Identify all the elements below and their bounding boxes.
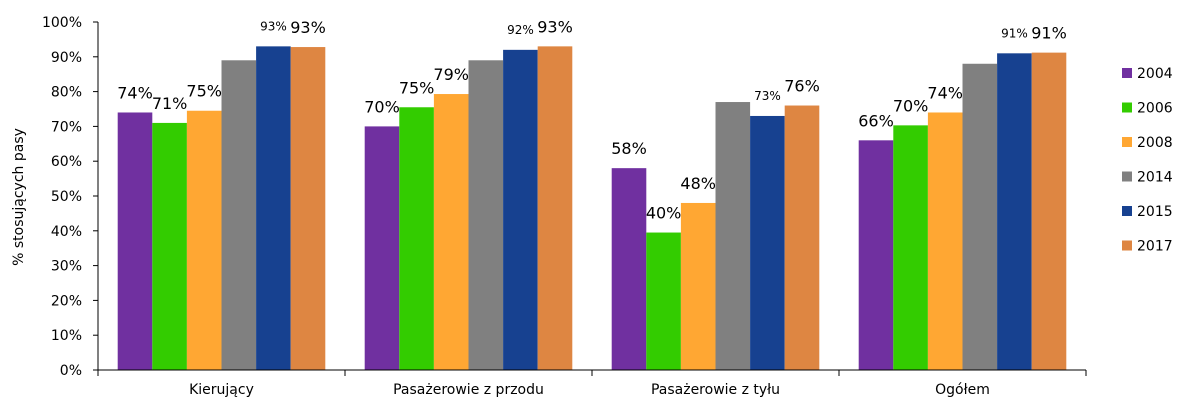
bar — [611, 168, 647, 370]
data-label: 48% — [680, 174, 716, 193]
bar — [399, 107, 434, 370]
data-labels: 74%70%58%66%71%75%40%70%75%79%48%74%93% 9… — [117, 17, 1067, 222]
y-tick-label: 0% — [60, 363, 82, 379]
bar — [1031, 52, 1067, 371]
legend-swatch — [1122, 68, 1132, 78]
data-label: 75% — [399, 78, 435, 97]
bar — [680, 202, 716, 370]
y-tick-label: 70% — [51, 119, 82, 135]
data-label: 93% — [260, 19, 287, 33]
legend-swatch — [1122, 171, 1132, 182]
bar — [927, 112, 963, 370]
data-label: 74% — [927, 83, 963, 102]
x-tick-label: Pasażerowie z przodu — [393, 382, 544, 398]
y-tick-label: 80% — [51, 85, 82, 101]
data-label: 76% — [784, 77, 820, 96]
legend-label: 2006 — [1137, 101, 1173, 117]
bar — [646, 232, 681, 370]
y-tick-label: 10% — [51, 328, 82, 344]
bar — [186, 110, 222, 371]
data-label: 91% — [1031, 24, 1067, 43]
legend-label: 2015 — [1137, 204, 1173, 220]
data-label: 93% — [537, 17, 573, 36]
y-axis-title: % stosujących pasy — [11, 128, 27, 266]
x-tick-label: Kierujący — [189, 382, 254, 398]
bar — [221, 60, 257, 370]
bar — [503, 49, 538, 371]
bar — [364, 126, 400, 371]
bar — [750, 115, 785, 371]
bar — [152, 122, 187, 370]
data-label: 74% — [117, 83, 153, 102]
data-label: 79% — [433, 65, 469, 84]
y-tick-label: 30% — [51, 259, 82, 275]
legend-swatch — [1122, 206, 1132, 216]
bar — [290, 47, 326, 370]
bar — [468, 60, 504, 370]
data-label: 93% — [290, 18, 326, 37]
legend-swatch — [1122, 240, 1132, 251]
data-label: 71% — [152, 94, 188, 113]
data-label: 92% — [507, 23, 534, 37]
bar — [715, 102, 751, 370]
data-label: 40% — [646, 204, 682, 223]
legend-label: 2004 — [1137, 66, 1173, 82]
bar — [433, 94, 469, 370]
bar — [256, 46, 291, 371]
legend-label: 2008 — [1137, 135, 1173, 151]
x-tick-label: Pasażerowie z tyłu — [651, 382, 780, 398]
legend-swatch — [1122, 102, 1132, 113]
data-label: 70% — [893, 96, 929, 115]
legend-label: 2017 — [1137, 239, 1173, 255]
bar — [537, 46, 573, 371]
data-label: 75% — [186, 82, 222, 101]
bar — [117, 112, 153, 370]
bar — [784, 105, 820, 371]
y-tick-label: 90% — [51, 50, 82, 66]
x-tick-label: Ogółem — [935, 382, 990, 398]
data-label: 58% — [611, 139, 647, 158]
x-axis: Kierujący Pasażerowie z przodu Pasażerowie… — [97, 369, 1087, 398]
y-tick-label: 100% — [42, 15, 82, 31]
bar — [893, 125, 928, 370]
bars — [117, 46, 1067, 371]
y-tick-label: 60% — [51, 154, 82, 170]
bar — [858, 140, 894, 370]
y-tick-label: 20% — [51, 293, 82, 309]
legend: 2004 2006 2008 2014 2015 2017 — [1122, 66, 1173, 255]
y-axis: 0% 10% 20% 30% 40% 50% 60% 70% 80% 90% 100% — [42, 15, 99, 379]
bar — [962, 63, 998, 370]
data-label: 66% — [858, 111, 894, 130]
legend-label: 2014 — [1137, 170, 1173, 186]
bar — [997, 53, 1032, 370]
data-label: 70% — [364, 97, 400, 116]
y-tick-label: 40% — [51, 224, 82, 240]
legend-swatch — [1122, 137, 1132, 147]
data-label: 91% — [1001, 26, 1028, 40]
y-tick-label: 50% — [51, 189, 82, 205]
data-label: 73% — [754, 89, 781, 103]
